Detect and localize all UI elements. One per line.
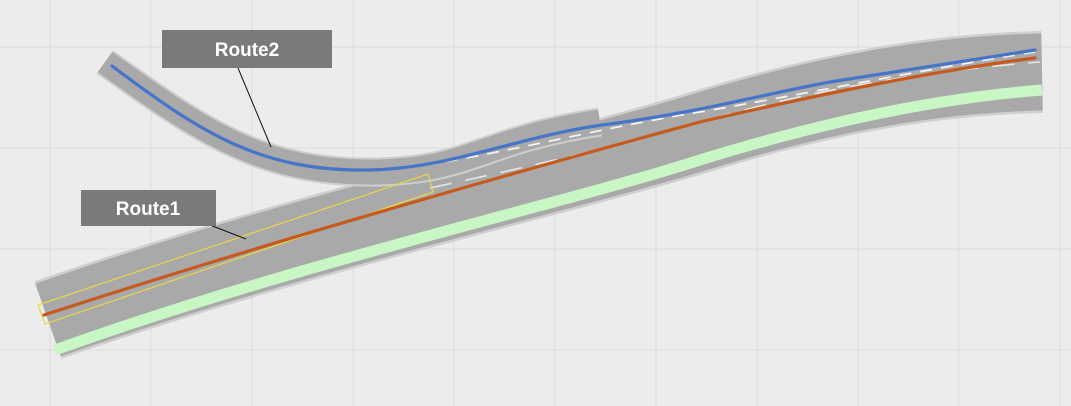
route1-leader-line <box>209 224 247 240</box>
route1-path[interactable] <box>42 56 1037 317</box>
route2-callout[interactable]: Route2 <box>162 30 332 148</box>
main-road-surface <box>35 33 1043 357</box>
route2-label: Route2 <box>215 40 279 61</box>
highlighted-lane[interactable] <box>53 84 1043 356</box>
route1-callout[interactable]: Route1 <box>81 190 247 240</box>
route1-label: Route1 <box>116 199 181 220</box>
route1-label-box <box>81 190 216 226</box>
route2-leader-line <box>237 67 272 148</box>
route2-label-box <box>162 30 332 68</box>
lane-divider-dashed <box>429 61 1041 189</box>
route2-path[interactable] <box>110 48 1037 172</box>
selected-lane-outline[interactable] <box>37 173 434 325</box>
merge-lane-divider-dashed <box>424 51 1036 166</box>
main-road[interactable] <box>34 31 1043 359</box>
